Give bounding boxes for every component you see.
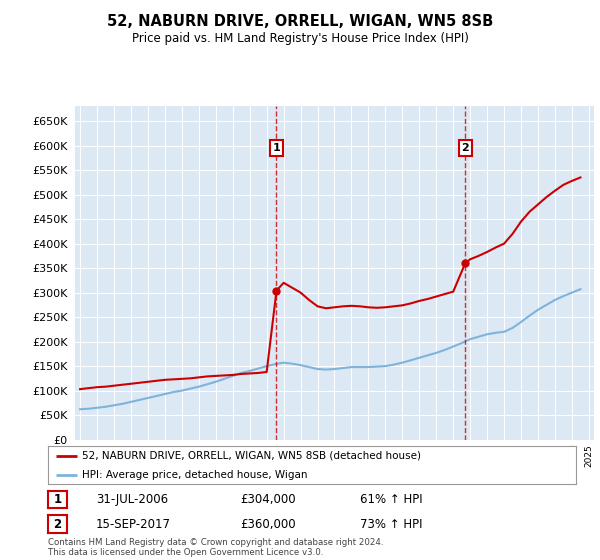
Text: Price paid vs. HM Land Registry's House Price Index (HPI): Price paid vs. HM Land Registry's House … bbox=[131, 32, 469, 45]
Text: £360,000: £360,000 bbox=[240, 517, 296, 531]
Text: 15-SEP-2017: 15-SEP-2017 bbox=[96, 517, 171, 531]
Text: 52, NABURN DRIVE, ORRELL, WIGAN, WN5 8SB: 52, NABURN DRIVE, ORRELL, WIGAN, WN5 8SB bbox=[107, 14, 493, 29]
Text: 61% ↑ HPI: 61% ↑ HPI bbox=[360, 493, 422, 506]
Text: 1: 1 bbox=[53, 493, 62, 506]
Text: 31-JUL-2006: 31-JUL-2006 bbox=[96, 493, 168, 506]
Text: £304,000: £304,000 bbox=[240, 493, 296, 506]
Text: 2: 2 bbox=[461, 143, 469, 153]
Text: 1: 1 bbox=[272, 143, 280, 153]
Text: 52, NABURN DRIVE, ORRELL, WIGAN, WN5 8SB (detached house): 52, NABURN DRIVE, ORRELL, WIGAN, WN5 8SB… bbox=[82, 451, 421, 461]
Text: 2: 2 bbox=[53, 517, 62, 531]
Text: HPI: Average price, detached house, Wigan: HPI: Average price, detached house, Wiga… bbox=[82, 470, 308, 480]
Text: Contains HM Land Registry data © Crown copyright and database right 2024.
This d: Contains HM Land Registry data © Crown c… bbox=[48, 538, 383, 557]
Text: 73% ↑ HPI: 73% ↑ HPI bbox=[360, 517, 422, 531]
